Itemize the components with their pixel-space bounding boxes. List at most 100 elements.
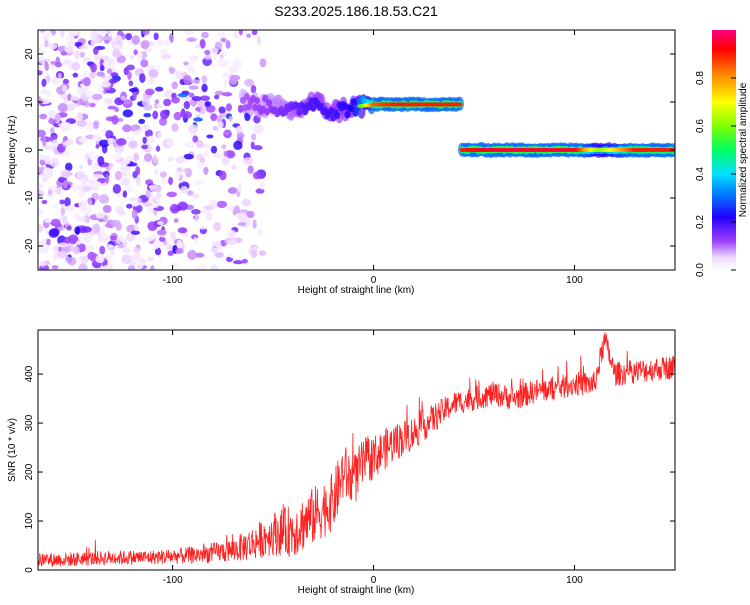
noise-blob <box>259 58 267 68</box>
noise-blob <box>242 157 254 165</box>
noise-blob <box>65 138 74 145</box>
noise-blob <box>95 255 105 264</box>
x-tick-label: 100 <box>566 275 583 286</box>
noise-blob <box>114 146 125 153</box>
noise-blob <box>228 65 239 74</box>
noise-blob <box>56 77 64 83</box>
noise-blob <box>135 261 144 270</box>
noise-blob <box>63 150 70 157</box>
noise-blob <box>79 51 85 58</box>
noise-blob <box>250 84 257 94</box>
noise-blob <box>115 34 123 43</box>
noise-blob <box>149 186 157 193</box>
noise-blob <box>68 103 80 108</box>
snr-point <box>614 373 616 375</box>
noise-blob <box>166 138 174 147</box>
noise-blob <box>90 37 96 47</box>
noise-blob <box>74 41 83 47</box>
noise-blob <box>225 103 233 112</box>
noise-blob <box>210 113 218 122</box>
noise-blob <box>95 212 105 219</box>
noise-blob <box>200 106 207 115</box>
y-tick-label: 100 <box>24 512 35 529</box>
noise-blob <box>45 160 54 165</box>
noise-blob <box>104 97 113 105</box>
noise-blob <box>64 197 71 208</box>
noise-blob <box>170 231 177 242</box>
noise-blob <box>199 225 208 230</box>
noise-blob <box>62 216 68 225</box>
x-tick-label: 0 <box>371 575 377 586</box>
noise-blob <box>136 175 141 186</box>
noise-blob <box>154 99 160 105</box>
noise-blob <box>38 174 43 179</box>
noise-blob <box>145 189 151 198</box>
noise-blob <box>76 170 85 181</box>
noise-blob <box>201 83 208 93</box>
noise-blob <box>118 160 130 166</box>
noise-blob <box>97 156 105 166</box>
snr-point <box>654 368 656 370</box>
noise-blob <box>161 53 172 60</box>
colorbar: 0.0 0.2 0.4 0.6 0.8 Normalized spectral ampl… <box>695 30 749 277</box>
noise-blob <box>176 166 183 173</box>
noise-blob <box>243 221 250 228</box>
snr-point <box>71 558 73 560</box>
noise-blob <box>105 130 114 139</box>
noise-blob <box>244 78 255 87</box>
noise-blob <box>81 226 92 233</box>
noise-blob <box>76 119 87 127</box>
noise-blob <box>125 33 133 41</box>
noise-blob <box>40 98 51 105</box>
noise-blob <box>87 197 92 205</box>
noise-blob <box>188 85 199 90</box>
line-band <box>334 111 341 120</box>
noise-blob <box>140 59 149 68</box>
noise-blob <box>59 199 65 205</box>
x-tick-label: 100 <box>566 575 583 586</box>
noise-blob <box>206 134 214 139</box>
noise-blob <box>183 153 194 160</box>
noise-blob <box>50 60 56 65</box>
noise-blob <box>214 90 225 96</box>
line-band <box>254 97 261 105</box>
snr-x-label: Height of straight line (km) <box>298 585 415 596</box>
noise-blob <box>227 187 238 194</box>
noise-blob <box>148 68 159 78</box>
noise-blob <box>132 90 137 101</box>
noise-blob <box>204 101 212 107</box>
noise-blob <box>143 153 153 162</box>
noise-blob <box>125 187 134 193</box>
noise-blob <box>96 71 105 77</box>
noise-blob <box>227 239 238 246</box>
y-tick-label: -10 <box>24 190 35 205</box>
noise-blob <box>214 94 220 100</box>
snr-point <box>232 549 234 551</box>
colorbar-ticks: 0.0 0.2 0.4 0.6 0.8 <box>695 71 736 277</box>
noise-blob <box>212 126 219 131</box>
noise-blob <box>57 72 62 78</box>
noise-blob <box>106 30 114 37</box>
noise-blob <box>154 247 162 256</box>
noise-blob <box>104 39 110 44</box>
noise-blob <box>147 207 153 214</box>
snr-point <box>252 542 254 544</box>
noise-blob <box>173 111 182 121</box>
noise-blob <box>193 117 203 122</box>
noise-blob <box>45 74 51 83</box>
noise-blob <box>121 247 131 254</box>
noise-blob <box>62 78 70 85</box>
x-tick-label: 0 <box>371 275 377 286</box>
snr-point <box>363 461 365 463</box>
noise-blob <box>141 97 150 107</box>
noise-blob <box>78 137 86 142</box>
noise-blob <box>60 30 65 38</box>
noise-blob <box>91 181 102 189</box>
noise-blob <box>143 112 152 118</box>
noise-blob <box>184 142 195 149</box>
noise-blob <box>223 78 228 88</box>
noise-blob <box>166 191 177 198</box>
noise-blob <box>237 222 247 227</box>
noise-blob <box>99 245 106 255</box>
